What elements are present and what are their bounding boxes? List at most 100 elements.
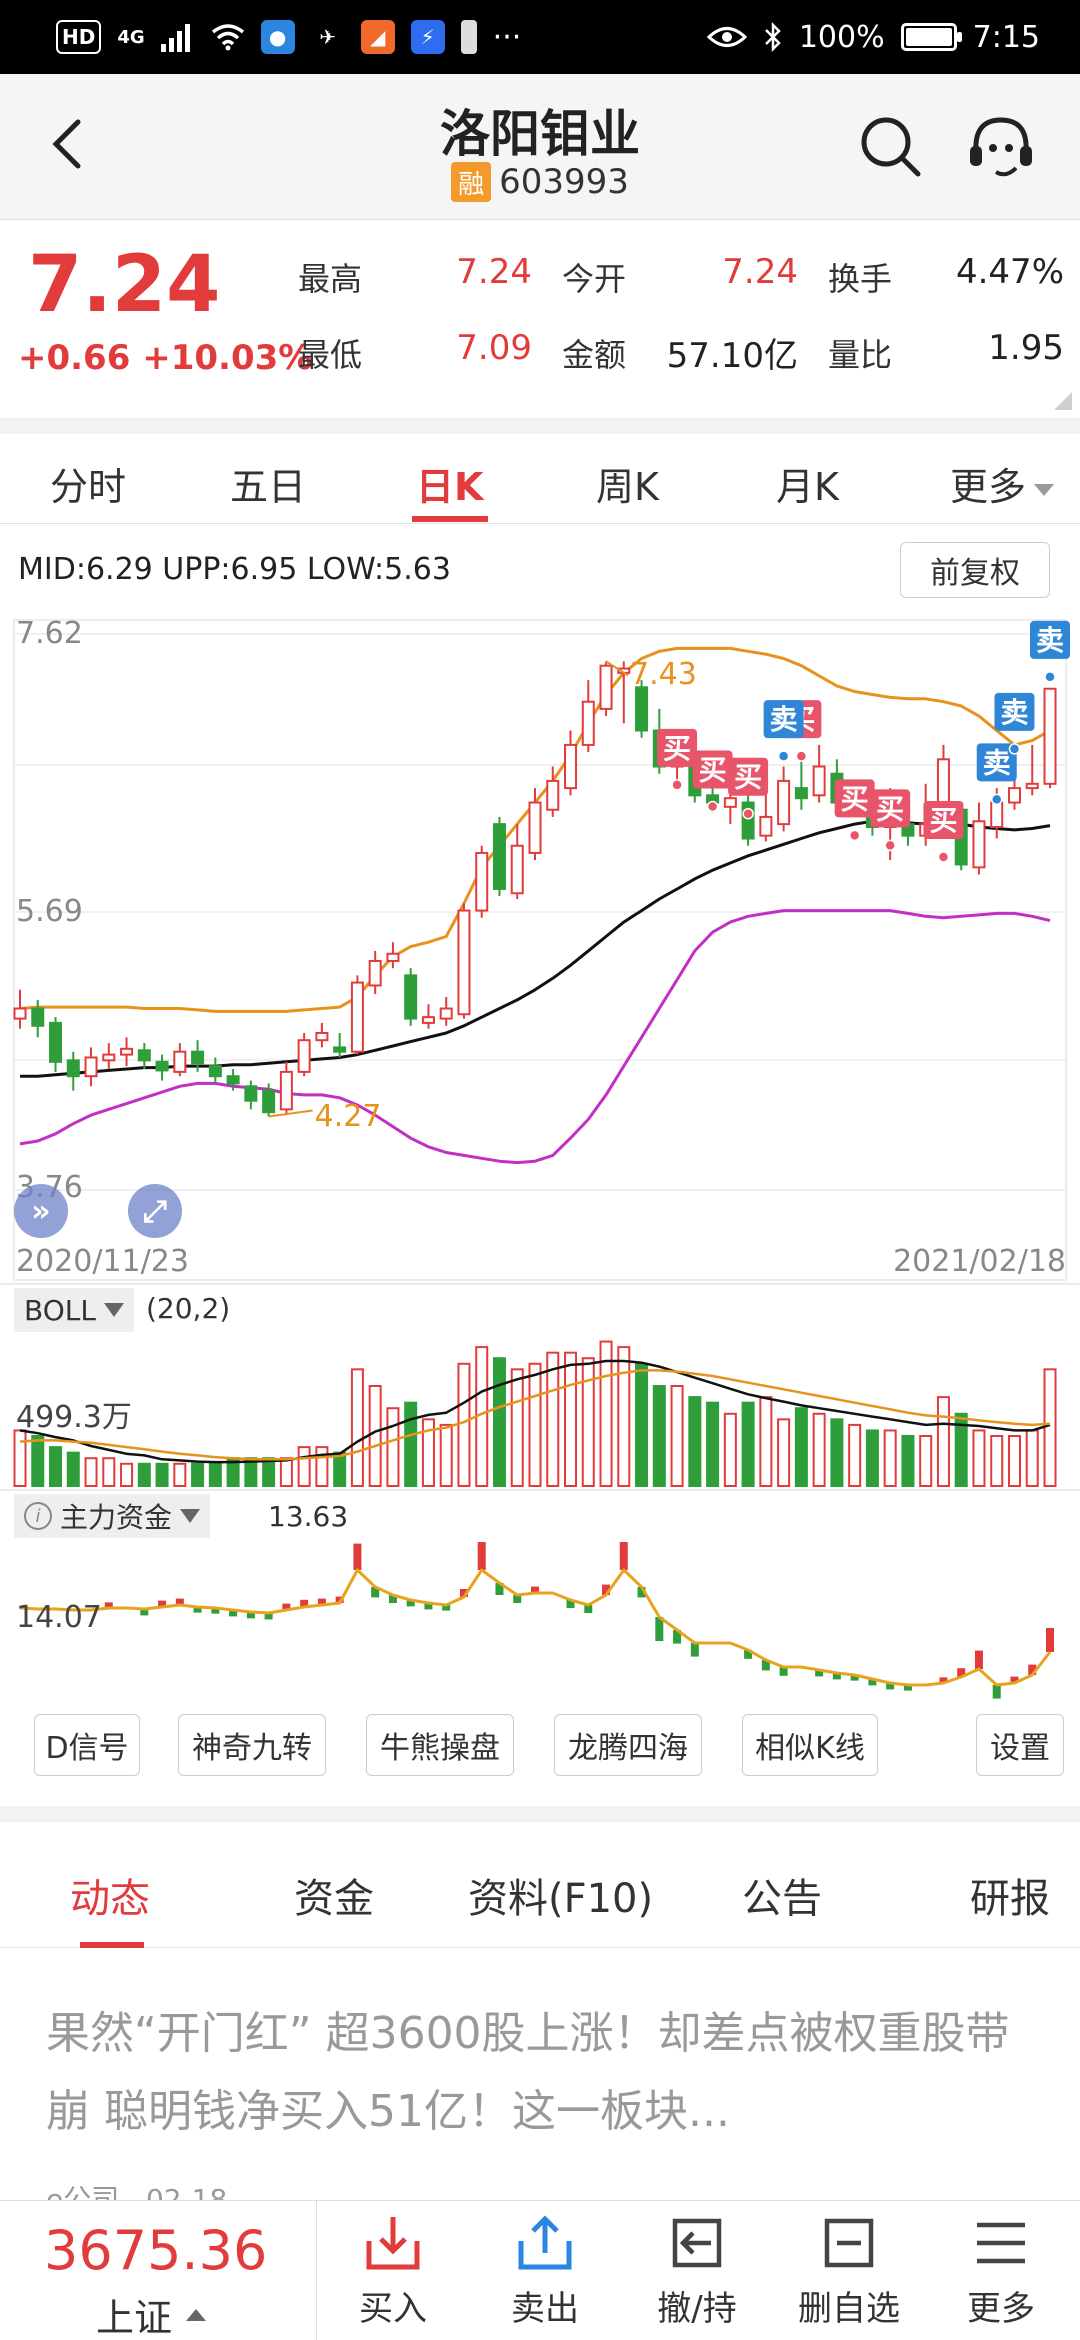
index-value[interactable]: 3675.36 [44,2219,268,2282]
high-annotation: 7.43 [630,657,697,693]
d-signal-button[interactable]: D信号 [34,1714,140,1776]
candle [972,820,986,869]
candle [635,686,649,732]
fund-bar [903,1685,912,1691]
fullscreen-icon[interactable]: ⤢ [128,1184,182,1238]
buy-label: 买入 [359,2289,427,2329]
indicator-selector[interactable]: BOLL [14,1288,134,1332]
app-notification-icon [460,20,477,54]
more-notifications-icon: ··· [492,19,522,55]
buy-mark-tag [657,728,698,767]
tab-funds[interactable]: 资金 [294,1876,374,1922]
scroll-left-icon[interactable]: » [14,1184,68,1238]
search-icon[interactable] [858,114,924,180]
settings-button[interactable]: 设置 [976,1714,1064,1776]
volume-bar [652,1385,666,1487]
fund-bar [744,1650,753,1659]
sell-mark-point [1044,671,1056,683]
fund-bar [868,1679,877,1686]
chevron-up-icon [186,2308,207,2321]
fund-bar [619,1542,628,1570]
fund-bar [229,1610,238,1617]
tab-news[interactable]: 动态 [70,1876,150,1922]
tab-more[interactable]: 更多 [950,456,1055,511]
period-tabs: 分时 五日 日K 周K 月K 更多 [0,434,1080,524]
expand-corner-icon[interactable] [1054,392,1072,410]
signal-icon [160,24,190,52]
bull-bear-button[interactable]: 牛熊操盘 [366,1714,514,1776]
fund-bar [406,1600,415,1607]
candle [475,851,489,912]
wifi-icon [211,24,244,51]
stock-header: 洛阳钼业 融 603993 [0,74,1080,220]
bottom-toolbar: 3675.36 上证 买入 卖出 撤/持 删自选 [0,2200,1080,2340]
tab-daily-k[interactable]: 日K [416,465,484,509]
adjust-button[interactable]: 前复权 [900,542,1050,598]
tab-five-day[interactable]: 五日 [230,465,307,509]
buy-mark-label: 买 [876,792,904,825]
candle [31,1007,45,1027]
buy-mark-tag [692,750,733,789]
candle [350,981,364,1053]
volume-bar [191,1462,205,1488]
tab-intraday[interactable]: 分时 [50,465,127,509]
buy-mark-point [884,839,896,852]
fund-bar [531,1586,539,1593]
volume-bar [812,1412,826,1488]
volume-bar [1025,1429,1039,1488]
customer-service-icon[interactable] [966,112,1036,182]
more-button[interactable]: 更多 [936,2211,1066,2335]
volume-bar [137,1462,151,1488]
cancel-hold-button[interactable]: 撤/持 [632,2211,762,2335]
back-arrow-icon[interactable] [40,114,100,174]
sell-mark-tag [763,700,804,739]
buy-mark-point [742,807,754,820]
tab-weekly-k[interactable]: 周K [596,465,659,509]
candle [439,1007,453,1020]
candle [173,1050,187,1073]
hd-icon: HD [56,20,102,54]
remove-watchlist-label: 删自选 [798,2289,900,2329]
volume-bar [546,1351,560,1487]
fund-bar [335,1596,344,1603]
high-value: 7.24 [456,252,532,292]
tab-research[interactable]: 研报 [970,1876,1050,1922]
volume-bar [777,1418,791,1488]
fund-bar [495,1583,504,1595]
fund-indicator-name: 主力资金 [60,1501,173,1534]
sell-button[interactable]: 卖出 [480,2211,610,2335]
volume-bar [1043,1368,1057,1488]
fund-bar [992,1685,1001,1699]
tab-monthly-k[interactable]: 月K [776,465,839,509]
volume-bar [262,1457,276,1487]
buy-button[interactable]: 买入 [328,2211,458,2335]
volume-bar [208,1462,222,1488]
volume-bar [972,1429,986,1488]
fund-bar [282,1603,291,1610]
candle [279,1070,293,1111]
menu-icon [977,2222,1025,2264]
volume-bar [617,1346,631,1487]
battery-percent: 100% [798,19,885,55]
similar-k-button[interactable]: 相似K线 [742,1714,878,1776]
status-bar: HD 4G ● ✈ ◢ ⚡ ··· 100% 7:15 [0,0,1080,74]
news-headline[interactable]: 果然“开门红” 超3600股上涨！却差点被权重股带崩 聪明钱净买入51亿！这一板… [46,2008,1010,2137]
fund-bar [300,1599,309,1607]
magic-nine-button[interactable]: 神奇九转 [178,1714,326,1776]
sell-mark-label: 卖 [770,703,798,736]
fund-bar [602,1584,611,1595]
volume-bar [13,1429,27,1488]
remove-watchlist-button[interactable]: 删自选 [784,2211,914,2335]
fund-indicator-selector[interactable]: i 主力资金 [14,1494,211,1538]
low-annotation: 4.27 [314,1098,382,1134]
tab-announcements[interactable]: 公告 [742,1876,822,1922]
tab-f10[interactable]: 资料(F10) [468,1876,654,1922]
candle [421,1016,435,1024]
fund-bar [886,1683,895,1690]
kline-chart[interactable]: 买买买买买买买卖卖卖卖 [0,600,1080,1700]
sell-mark-tag [976,743,1017,782]
margin-badge: 融 [451,162,492,202]
index-selector[interactable]: 上证 [96,2287,207,2340]
dragon-button[interactable]: 龙腾四海 [554,1714,702,1776]
fund-bar [566,1600,575,1608]
